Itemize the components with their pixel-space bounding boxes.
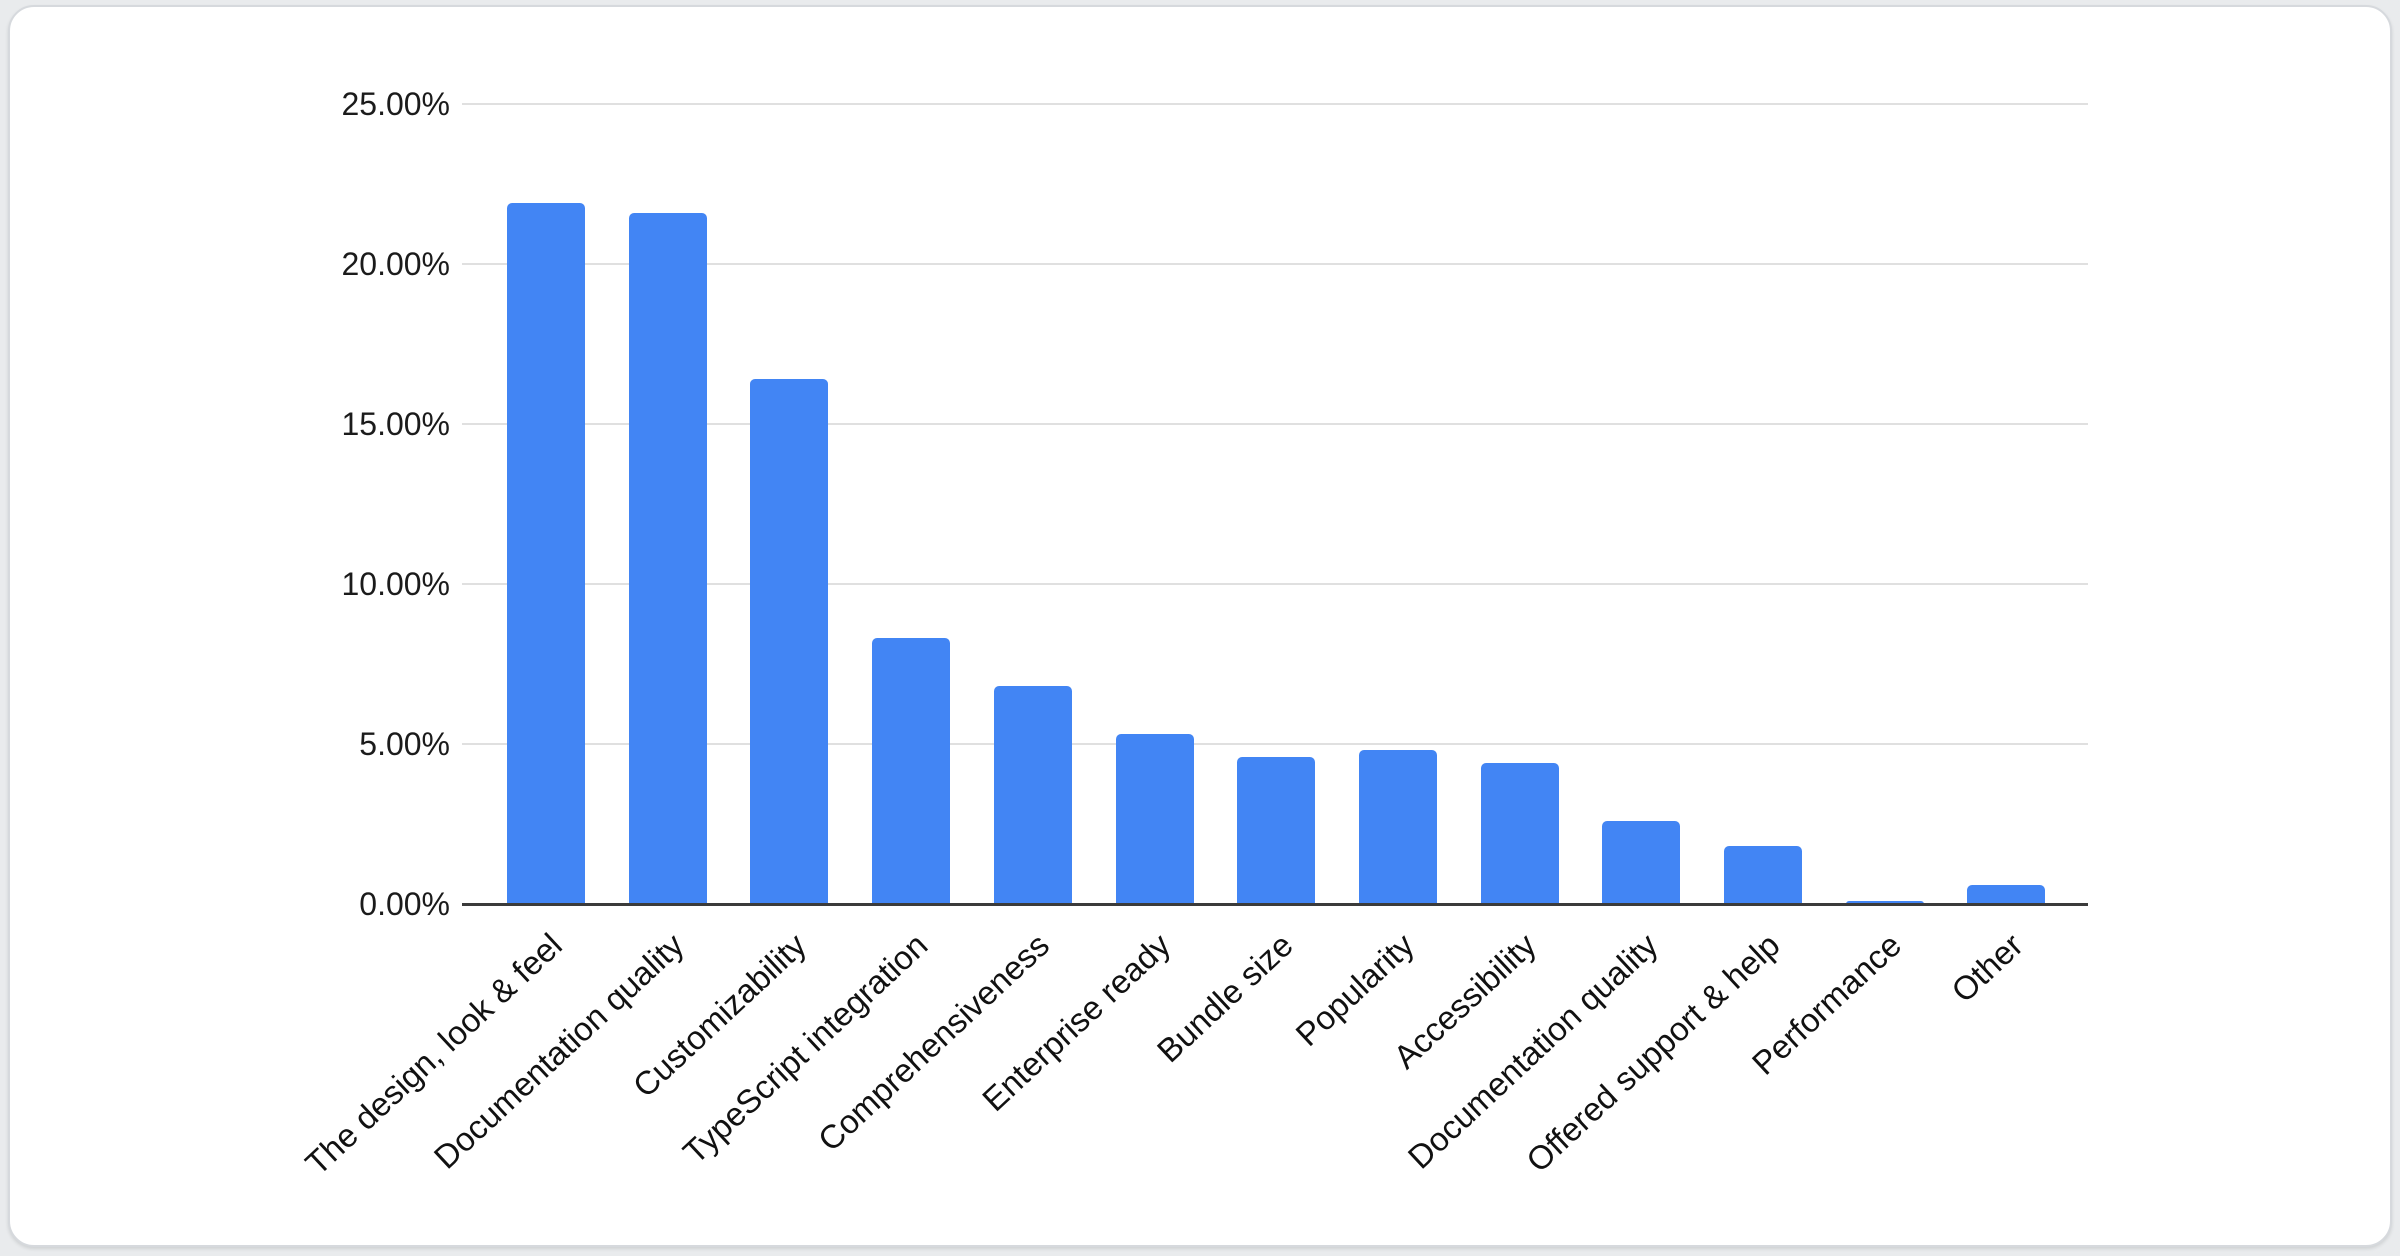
chart-card: 0.00% 5.00% 10.00% 15.00% 20.00% 25.00% The de… (8, 5, 2392, 1247)
gridline-10 (462, 583, 2088, 585)
x-axis-label-12-other: Other (1944, 926, 2030, 1010)
bar-0-the-design-look-feel[interactable] (507, 203, 585, 904)
y-tick-label-10: 10.00% (341, 566, 450, 602)
bar-7-popularity[interactable] (1359, 750, 1437, 904)
gridline-25 (462, 103, 2088, 105)
bar-4-comprehensiveness[interactable] (994, 686, 1072, 904)
bar-2-customizability[interactable] (750, 379, 828, 904)
x-axis-baseline (462, 903, 2088, 906)
x-axis-label-4-comprehensiveness: Comprehensiveness (810, 926, 1057, 1159)
bar-chart-plot-area: 0.00% 5.00% 10.00% 15.00% 20.00% 25.00% The de… (10, 7, 2390, 1245)
y-tick-label-0: 0.00% (359, 886, 450, 922)
bar-1-documentation-quality[interactable] (629, 213, 707, 904)
bar-9-documentation-quality[interactable] (1602, 821, 1680, 904)
y-tick-label-5: 5.00% (359, 726, 450, 762)
gridline-5 (462, 743, 2088, 745)
bar-10-offered-support-help[interactable] (1724, 846, 1802, 904)
gridline-20 (462, 263, 2088, 265)
bar-12-other[interactable] (1967, 885, 2045, 904)
bar-8-accessibility[interactable] (1481, 763, 1559, 904)
gridline-15 (462, 423, 2088, 425)
y-tick-label-20: 20.00% (341, 246, 450, 282)
y-tick-label-15: 15.00% (341, 406, 450, 442)
x-axis-label-3-typescript-integration: TypeScript integration (675, 926, 935, 1171)
bar-6-bundle-size[interactable] (1237, 757, 1315, 904)
bar-5-enterprise-ready[interactable] (1116, 734, 1194, 904)
bar-11-performance[interactable] (1846, 901, 1924, 904)
y-tick-label-25: 25.00% (341, 86, 450, 122)
bar-3-typescript-integration[interactable] (872, 638, 950, 904)
